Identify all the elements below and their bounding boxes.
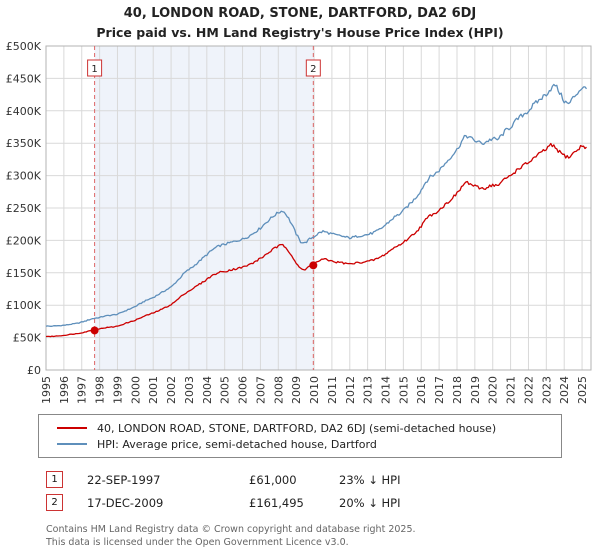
svg-text:£400K: £400K <box>6 105 42 118</box>
svg-text:£100K: £100K <box>6 299 42 312</box>
svg-text:£300K: £300K <box>6 170 42 183</box>
sale-row-2: 2 17-DEC-2009 £161,495 20% ↓ HPI <box>46 491 600 514</box>
sale-hpi-note-2: 20% ↓ HPI <box>339 495 401 510</box>
legend-swatch-property <box>57 427 87 429</box>
svg-text:2013: 2013 <box>362 376 375 404</box>
svg-text:1997: 1997 <box>76 376 89 404</box>
svg-text:2021: 2021 <box>505 376 518 404</box>
sale-hpi-note-1: 23% ↓ HPI <box>339 472 401 487</box>
sale-date-1: 22-SEP-1997 <box>87 472 161 487</box>
svg-text:£200K: £200K <box>6 234 42 247</box>
svg-text:1995: 1995 <box>40 376 53 404</box>
sale-price-1: £61,000 <box>249 472 297 487</box>
sale-date-2: 17-DEC-2009 <box>87 495 164 510</box>
svg-text:2017: 2017 <box>433 376 446 404</box>
svg-text:2019: 2019 <box>469 376 482 404</box>
footer-copyright: Contains HM Land Registry data © Crown c… <box>46 524 416 535</box>
svg-text:2022: 2022 <box>522 376 535 404</box>
svg-text:2010: 2010 <box>308 376 321 404</box>
legend-label-hpi: HPI: Average price, semi-detached house,… <box>97 437 377 451</box>
svg-text:1999: 1999 <box>111 376 124 404</box>
svg-text:2014: 2014 <box>380 376 393 404</box>
footer-licence: This data is licensed under the Open Gov… <box>46 536 349 548</box>
sale-price-2: £161,495 <box>249 495 304 510</box>
sale-number-1: 1 <box>46 471 63 488</box>
svg-text:2000: 2000 <box>129 376 142 404</box>
legend: 40, LONDON ROAD, STONE, DARTFORD, DA2 6D… <box>38 414 562 458</box>
svg-text:£250K: £250K <box>6 202 42 215</box>
svg-text:2023: 2023 <box>540 376 553 404</box>
svg-text:2016: 2016 <box>415 376 428 404</box>
svg-text:2: 2 <box>310 64 316 75</box>
svg-text:2020: 2020 <box>487 376 500 404</box>
svg-text:1996: 1996 <box>58 376 71 404</box>
svg-text:2004: 2004 <box>201 376 214 404</box>
svg-text:2001: 2001 <box>147 376 160 404</box>
page-subtitle: Price paid vs. HM Land Registry's House … <box>96 25 504 40</box>
svg-text:£150K: £150K <box>6 267 42 280</box>
price-chart: £0 £50K £100K £150K £200K £250K £300K £350K £400… <box>6 40 592 404</box>
svg-text:2007: 2007 <box>254 376 267 404</box>
svg-text:2011: 2011 <box>326 376 339 404</box>
svg-text:2002: 2002 <box>165 376 178 404</box>
svg-text:2018: 2018 <box>451 376 464 404</box>
svg-text:£0: £0 <box>27 364 41 377</box>
footer: Contains HM Land Registry data © Crown c… <box>46 524 600 550</box>
page-title: 40, LONDON ROAD, STONE, DARTFORD, DA2 6D… <box>123 6 477 21</box>
svg-text:£500K: £500K <box>6 40 42 53</box>
svg-text:2008: 2008 <box>272 376 285 404</box>
svg-text:2025: 2025 <box>576 376 589 404</box>
svg-text:2006: 2006 <box>237 376 250 404</box>
svg-text:2015: 2015 <box>397 376 410 404</box>
svg-text:1998: 1998 <box>94 376 107 404</box>
svg-text:2003: 2003 <box>183 376 196 404</box>
legend-item-property: 40, LONDON ROAD, STONE, DARTFORD, DA2 6D… <box>47 420 553 436</box>
svg-text:2005: 2005 <box>219 376 232 404</box>
svg-text:2009: 2009 <box>290 376 303 404</box>
svg-text:2012: 2012 <box>344 376 357 404</box>
svg-text:1: 1 <box>91 64 97 75</box>
legend-swatch-hpi <box>57 443 87 445</box>
legend-label-property: 40, LONDON ROAD, STONE, DARTFORD, DA2 6D… <box>97 421 497 435</box>
sales-table: 1 22-SEP-1997 £61,000 23% ↓ HPI 2 17-DEC… <box>46 468 600 514</box>
svg-text:2024: 2024 <box>558 376 571 404</box>
svg-text:£350K: £350K <box>6 137 42 150</box>
sale-number-2: 2 <box>46 494 63 511</box>
sale-row-1: 1 22-SEP-1997 £61,000 23% ↓ HPI <box>46 468 600 491</box>
legend-item-hpi: HPI: Average price, semi-detached house,… <box>47 436 553 452</box>
svg-text:£450K: £450K <box>6 72 42 85</box>
svg-text:£50K: £50K <box>13 332 42 345</box>
